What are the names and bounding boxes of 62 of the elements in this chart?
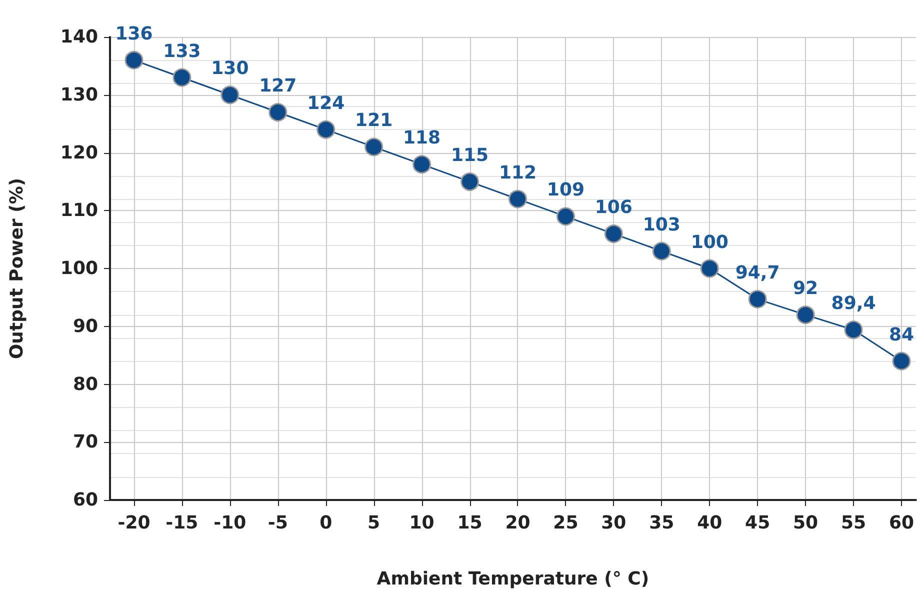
data-label: 115 xyxy=(450,144,489,166)
data-label: 84 xyxy=(888,324,914,346)
data-label: 112 xyxy=(498,162,537,184)
y-tick-label: 110 xyxy=(60,200,98,222)
x-tick-label: -15 xyxy=(166,512,198,534)
x-tick-label: 35 xyxy=(649,512,674,534)
data-label: 127 xyxy=(259,75,297,96)
data-label: 133 xyxy=(163,40,201,62)
x-tick-label: 0 xyxy=(320,512,332,534)
y-tick-label: 130 xyxy=(60,84,98,106)
y-tick-label: 60 xyxy=(72,490,98,510)
point xyxy=(220,86,240,104)
x-tick-label: 5 xyxy=(368,512,380,534)
x-tick-label: 10 xyxy=(409,512,434,534)
x-tick-label: 20 xyxy=(505,512,530,534)
data-label: 124 xyxy=(307,92,345,114)
x-tick-label: -20 xyxy=(118,512,150,534)
x-tick-label: -5 xyxy=(268,512,288,534)
point xyxy=(844,320,863,340)
point xyxy=(364,138,384,156)
x-tick-label: 45 xyxy=(745,512,770,534)
y-tick-label: 100 xyxy=(60,258,98,279)
point xyxy=(748,290,767,308)
point xyxy=(316,120,336,139)
data-label: 121 xyxy=(355,110,393,132)
x-tick-label: 25 xyxy=(553,512,578,534)
data-label: 89,4 xyxy=(831,293,876,314)
point xyxy=(700,259,719,278)
x-tick-label: 50 xyxy=(793,512,818,534)
y-tick-label: 90 xyxy=(72,316,98,337)
point xyxy=(172,68,192,87)
data-label: 94,7 xyxy=(735,262,780,284)
point xyxy=(460,172,480,191)
data-label: 106 xyxy=(594,197,632,218)
x-tick-label: 30 xyxy=(601,512,626,534)
point xyxy=(796,306,815,324)
point xyxy=(412,155,432,174)
data-label: 136 xyxy=(115,23,153,44)
data-label: 109 xyxy=(546,180,584,201)
point xyxy=(268,102,288,122)
data-label: 100 xyxy=(690,232,728,253)
y-tick-label: 120 xyxy=(60,142,98,164)
x-tick-label: 15 xyxy=(457,512,482,534)
data-label: 92 xyxy=(793,278,818,300)
y-axis-title: Output Power (%) xyxy=(6,178,28,360)
x-tick-label: 40 xyxy=(697,512,722,534)
y-tick-label: 70 xyxy=(72,432,98,453)
data-label: 103 xyxy=(642,214,680,236)
point xyxy=(652,242,671,260)
y-tick-label: 140 xyxy=(60,26,98,48)
x-tick-label: 55 xyxy=(840,512,866,534)
point xyxy=(556,207,575,226)
y-tick-label: 80 xyxy=(72,374,98,395)
data-label: 118 xyxy=(403,128,441,149)
point xyxy=(124,50,144,70)
x-tick-label: -10 xyxy=(214,512,246,534)
x-tick-label: 60 xyxy=(888,512,914,534)
point xyxy=(892,352,911,370)
point xyxy=(508,190,527,208)
data-label: 130 xyxy=(211,58,249,80)
x-axis-title: Ambient Temperature (° C) xyxy=(376,568,650,590)
point xyxy=(604,224,623,244)
